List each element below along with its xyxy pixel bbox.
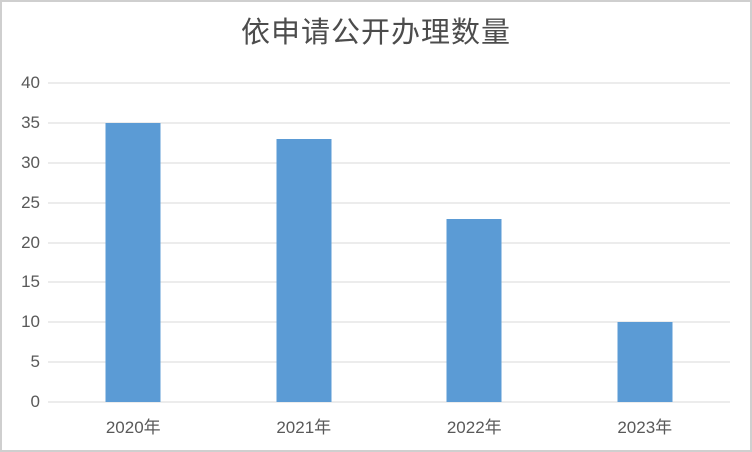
chart-title: 依申请公开办理数量 — [240, 17, 511, 49]
bars-layer — [48, 83, 730, 402]
gridline — [48, 202, 730, 204]
y-tick-label: 20 — [21, 232, 40, 252]
bar — [617, 322, 673, 402]
y-tick-label: 25 — [21, 192, 40, 212]
y-tick-label: 40 — [21, 73, 40, 92]
gridline — [48, 281, 730, 283]
y-tick-label: 0 — [30, 392, 40, 411]
x-axis-labels: 2020年 2021年 2022年 2023年 — [48, 402, 730, 444]
bar — [446, 218, 502, 402]
x-tick-label: 2023年 — [617, 418, 673, 437]
y-tick-label: 30 — [21, 152, 40, 172]
plot-area — [48, 82, 730, 403]
y-tick-label: 10 — [21, 312, 40, 332]
y-tick-label: 35 — [21, 112, 40, 132]
gridline — [48, 242, 730, 243]
x-tick-label: 2022年 — [446, 418, 502, 437]
gridlines-layer — [48, 82, 730, 403]
x-tick-label: 2020年 — [105, 418, 161, 437]
gridline — [48, 122, 730, 124]
gridline — [48, 321, 730, 323]
gridline — [48, 361, 730, 363]
gridline — [48, 82, 730, 84]
bar — [276, 138, 332, 402]
y-tick-label: 5 — [30, 352, 40, 372]
x-tick-label: 2021年 — [276, 418, 332, 437]
bar — [105, 122, 161, 402]
y-tick-label: 15 — [21, 272, 40, 292]
gridline — [48, 401, 730, 403]
y-axis-labels: 0 5 10 15 20 25 30 35 40 — [2, 73, 48, 411]
gridline — [48, 162, 730, 164]
